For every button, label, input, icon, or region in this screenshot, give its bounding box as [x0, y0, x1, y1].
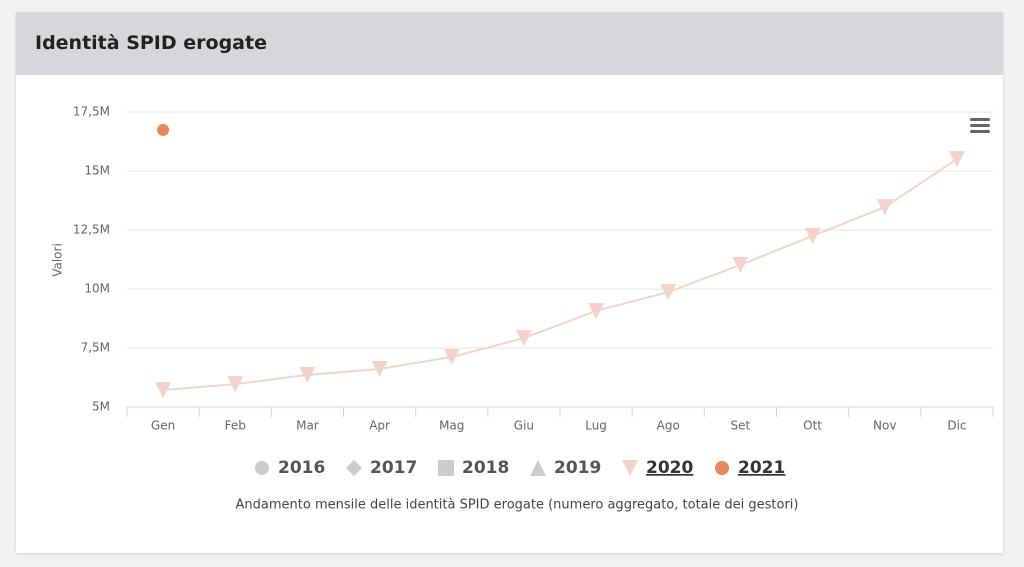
menu-bar	[970, 118, 990, 121]
y-tick-label: 15M	[84, 164, 110, 178]
y-axis-label: Valori	[51, 243, 65, 277]
data-point	[588, 302, 605, 319]
legend-item[interactable]: 2021	[715, 458, 785, 478]
legend-symbol	[346, 460, 362, 476]
card-header: Identità SPID erogate	[16, 12, 1003, 75]
legend-label: 2016	[278, 458, 325, 478]
caption: Andamento mensile delle identità SPID er…	[236, 498, 799, 513]
legend-symbol	[715, 461, 729, 475]
data-point	[155, 382, 172, 399]
legend-item[interactable]: 2018	[438, 458, 509, 478]
y-tick-label: 7,5M	[81, 341, 110, 355]
x-tick-label: Ago	[657, 419, 680, 433]
x-tick-label: Dic	[947, 419, 966, 433]
legend-label: 2020	[646, 458, 693, 478]
menu-bar	[970, 130, 990, 133]
x-tick-label: Mag	[439, 419, 464, 433]
x-tick-label: Feb	[225, 419, 246, 433]
legend-item[interactable]: 2019	[530, 458, 601, 478]
data-point	[227, 376, 244, 393]
series-line	[163, 158, 958, 392]
x-tick-label: Gen	[151, 419, 175, 433]
data-point	[299, 366, 316, 383]
y-tick-label: 12,5M	[73, 223, 110, 237]
legend-symbol	[255, 461, 269, 475]
legend-symbol	[622, 460, 638, 476]
x-tick-label: Apr	[369, 419, 390, 433]
legend-item[interactable]: 2017	[346, 458, 417, 478]
menu-icon[interactable]	[970, 118, 990, 133]
legend-label: 2021	[738, 458, 785, 478]
x-tick-label: Ott	[803, 419, 822, 433]
legend-label: 2019	[554, 458, 601, 478]
x-tick-label: Giu	[514, 419, 534, 433]
legend-item[interactable]: 2016	[255, 458, 325, 478]
menu-bar	[970, 124, 990, 127]
y-tick-label: 10M	[84, 282, 110, 296]
data-point	[804, 227, 821, 244]
x-tick-label: Set	[731, 419, 751, 433]
y-tick-label: 17,5M	[73, 105, 110, 119]
legend-symbol	[438, 460, 454, 476]
data-point	[371, 361, 388, 378]
card: Identità SPID erogate	[16, 12, 1003, 553]
legend-label: 2018	[462, 458, 509, 478]
x-tick-label: Lug	[585, 419, 607, 433]
y-tick-label: 5M	[92, 400, 110, 414]
data-point	[515, 330, 532, 347]
x-tick-label: Mar	[296, 419, 319, 433]
data-point	[732, 256, 749, 273]
legend-item[interactable]: 2020	[622, 458, 693, 478]
data-point	[157, 123, 170, 136]
card-title: Identità SPID erogate	[35, 32, 267, 54]
x-tick-label: Nov	[873, 419, 896, 433]
data-point	[443, 348, 460, 365]
data-point	[660, 284, 677, 301]
data-point	[876, 199, 893, 216]
data-point	[948, 150, 965, 167]
legend-label: 2017	[370, 458, 417, 478]
legend-symbol	[530, 460, 546, 476]
